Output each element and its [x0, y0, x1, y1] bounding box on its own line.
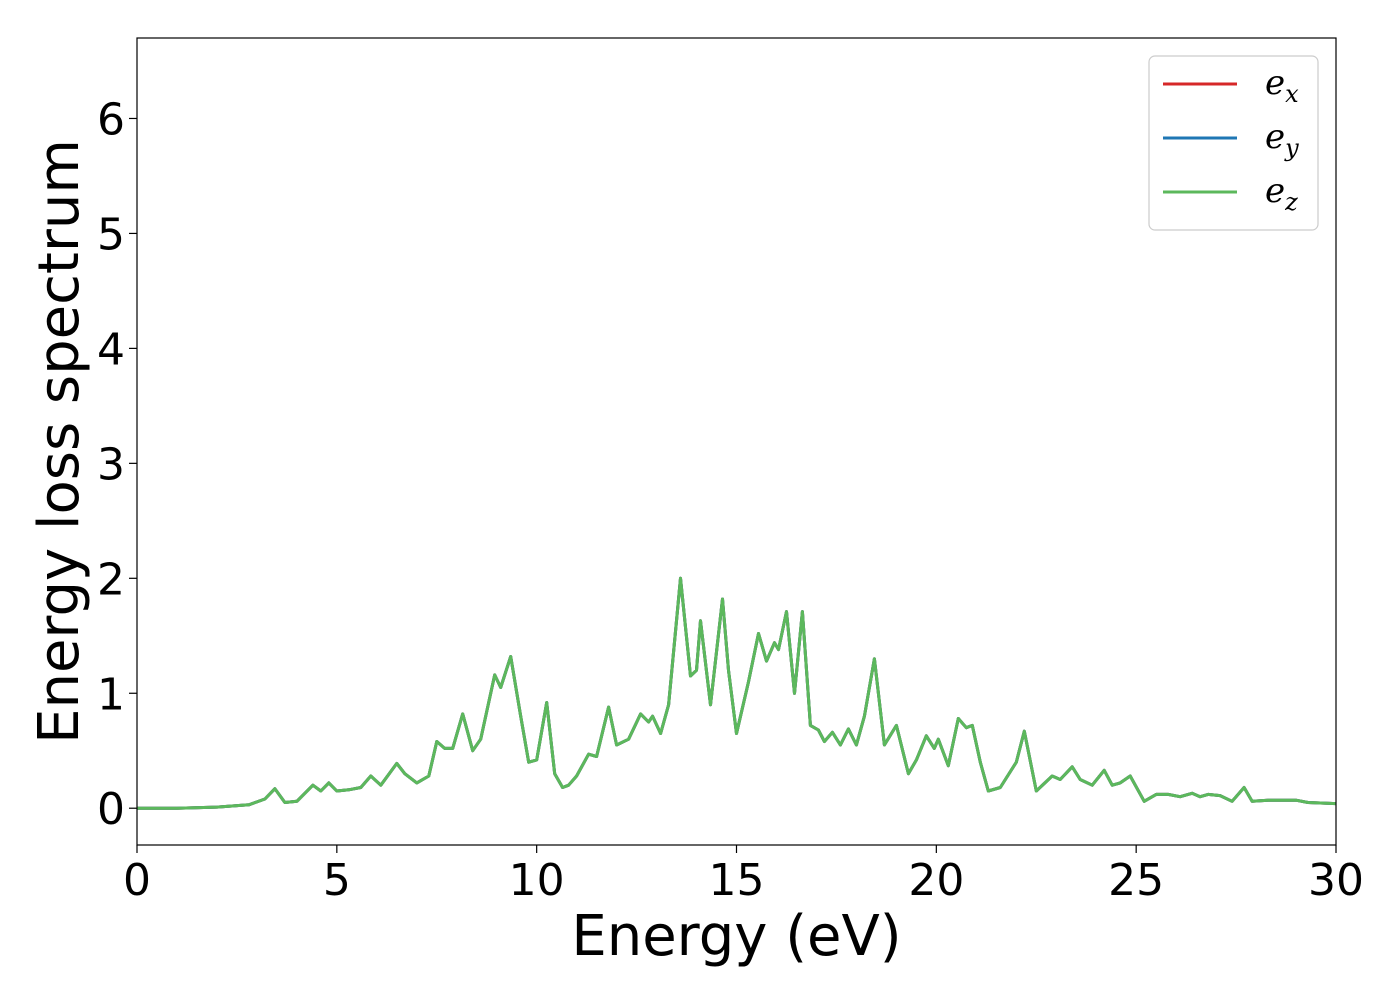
y-tick-label: 1 [97, 669, 125, 720]
legend-label-base: e [1265, 63, 1285, 103]
y-axis-ticks: 0 1 2 3 4 5 6 [97, 94, 137, 835]
y-tick-label: 3 [97, 439, 125, 490]
x-tick-label: 0 [123, 855, 151, 906]
legend-label-sub: z [1284, 188, 1298, 216]
legend-label-base: e [1265, 117, 1285, 157]
x-tick-label: 5 [323, 855, 351, 906]
legend-label-x: ex [1265, 63, 1299, 108]
x-tick-label: 20 [908, 855, 964, 906]
y-tick-label: 0 [97, 784, 125, 835]
x-axis-label: Energy (eV) [571, 904, 901, 969]
series-line-z [137, 576, 1337, 810]
legend-label-y: ey [1265, 117, 1299, 162]
y-tick-label: 2 [97, 554, 125, 605]
y-tick-label: 5 [97, 209, 125, 260]
series-line-x [137, 576, 1337, 810]
y-tick-label: 6 [97, 94, 125, 145]
x-tick-label: 30 [1308, 855, 1364, 906]
series-layer [137, 576, 1337, 810]
plot-frame [136, 37, 1337, 846]
x-tick-label: 10 [509, 855, 565, 906]
x-tick-label: 25 [1108, 855, 1164, 906]
y-axis-label: Energy loss spectrum [27, 139, 92, 744]
legend-box [1148, 55, 1319, 231]
legend-label-base: e [1265, 171, 1285, 211]
x-tick-label: 15 [709, 855, 765, 906]
legend-label-sub: y [1284, 134, 1299, 162]
series-line-y [137, 576, 1337, 810]
x-axis-ticks: 0 5 10 15 20 25 30 [123, 845, 1364, 906]
y-tick-label: 4 [97, 324, 125, 375]
legend-label-sub: x [1285, 80, 1299, 108]
legend-label-z: ez [1265, 171, 1298, 216]
